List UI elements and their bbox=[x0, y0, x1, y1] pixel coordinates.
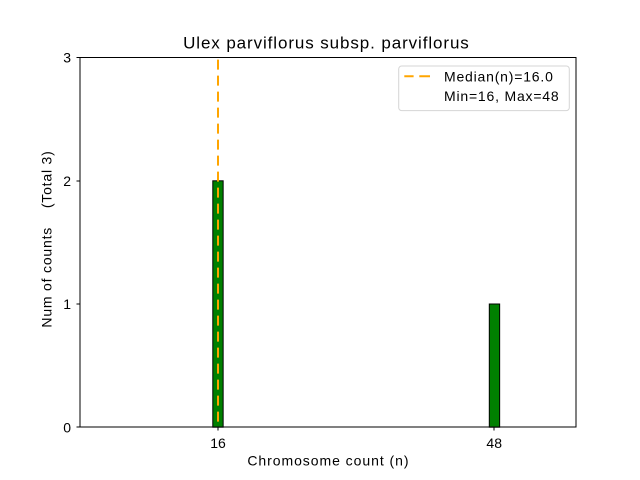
svg-text:16: 16 bbox=[210, 435, 226, 451]
svg-text:Min=16, Max=48: Min=16, Max=48 bbox=[444, 88, 559, 104]
svg-text:2: 2 bbox=[63, 173, 71, 189]
svg-text:Ulex parviflorus subsp. parvif: Ulex parviflorus subsp. parviflorus bbox=[183, 33, 470, 52]
svg-text:48: 48 bbox=[486, 435, 502, 451]
svg-text:0: 0 bbox=[63, 419, 71, 435]
svg-text:3: 3 bbox=[63, 50, 71, 66]
svg-text:Chromosome count (n): Chromosome count (n) bbox=[247, 452, 409, 468]
svg-text:1: 1 bbox=[63, 296, 71, 312]
svg-text:Num of counts (Total 3): Num of counts (Total 3) bbox=[38, 150, 54, 327]
svg-text:Median(n)=16.0: Median(n)=16.0 bbox=[444, 69, 554, 85]
